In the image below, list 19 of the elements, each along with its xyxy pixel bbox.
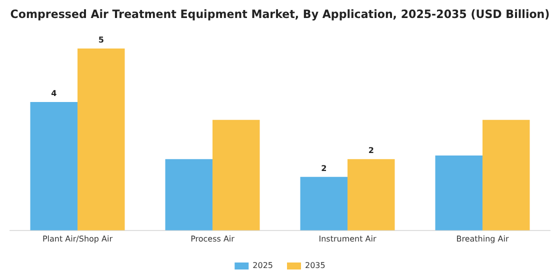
data-label: 2 bbox=[368, 146, 374, 156]
bar bbox=[212, 120, 260, 230]
data-label: 4 bbox=[51, 89, 58, 98]
x-tick-label: Instrument Air bbox=[318, 234, 377, 244]
legend-label: 2035 bbox=[305, 261, 326, 270]
data-label: 2 bbox=[321, 164, 327, 173]
data-label: 5 bbox=[98, 36, 104, 45]
bar bbox=[348, 159, 395, 230]
bar bbox=[300, 176, 348, 230]
bar bbox=[78, 48, 125, 230]
chart-title: Compressed Air Treatment Equipment Market, By Application, 2025-2035 (USD Billion) bbox=[10, 8, 550, 21]
legend-label: 2025 bbox=[252, 261, 273, 270]
bar bbox=[482, 120, 530, 230]
bar bbox=[30, 102, 78, 230]
bar bbox=[435, 156, 482, 230]
bar bbox=[165, 159, 212, 230]
x-tick-label: Plant Air/Shop Air bbox=[42, 234, 114, 244]
x-tick-label: Breathing Air bbox=[456, 234, 510, 244]
x-tick-label: Process Air bbox=[190, 234, 236, 244]
